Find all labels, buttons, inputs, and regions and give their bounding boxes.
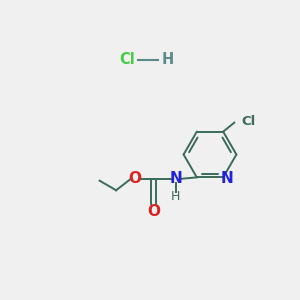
Text: Cl: Cl xyxy=(120,52,135,68)
Text: H: H xyxy=(171,190,181,203)
Text: H: H xyxy=(162,52,174,68)
Text: Cl: Cl xyxy=(241,115,256,128)
Text: O: O xyxy=(128,171,141,186)
Text: N: N xyxy=(169,171,182,186)
Text: O: O xyxy=(147,204,160,219)
Text: N: N xyxy=(220,171,233,186)
